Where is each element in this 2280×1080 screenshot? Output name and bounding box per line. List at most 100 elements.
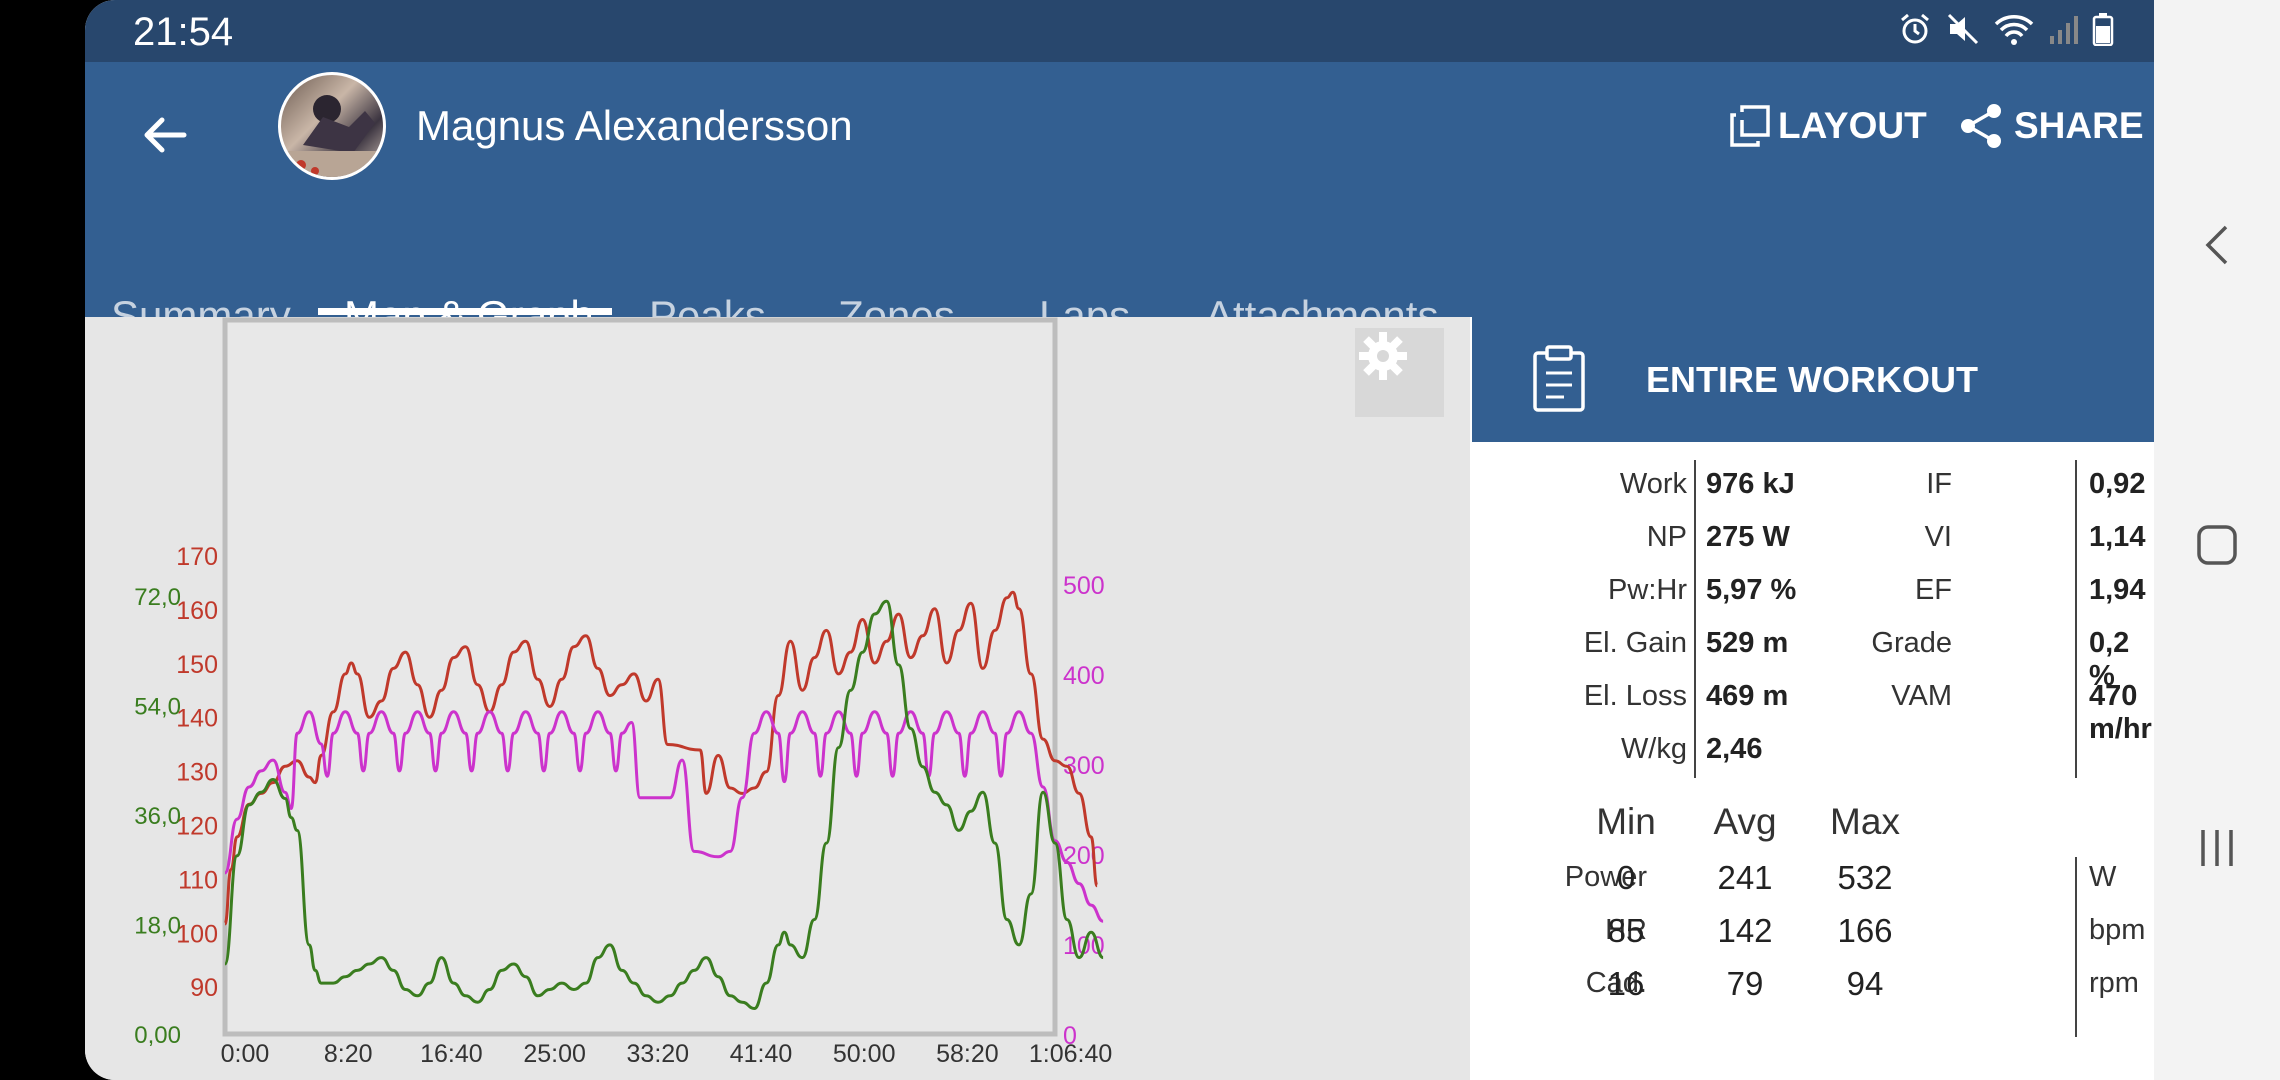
speed-tick-label: 18,0 (134, 913, 181, 940)
metric-unit: W (2089, 861, 2117, 893)
mute-icon (1947, 13, 1979, 45)
metric-max: 532 (1837, 859, 1893, 896)
wifi-icon (1994, 15, 2034, 45)
hr-tick-label: 140 (176, 705, 218, 733)
x-tick-label: 50:00 (833, 1040, 896, 1068)
layout-label: LAYOUT (1778, 105, 1927, 146)
recents-icon (2201, 830, 2233, 866)
metric-max: 94 (1846, 965, 1884, 1002)
series-line-power (223, 710, 1104, 923)
stat-label: W/kg (1620, 733, 1687, 765)
x-tick-label: 25:00 (523, 1040, 586, 1068)
stat-value: 275 W (1706, 521, 1790, 553)
stat-value: 0,2 % (2089, 627, 2130, 692)
x-tick-label: 33:20 (627, 1040, 690, 1068)
avatar[interactable] (278, 72, 386, 180)
metric-label: Cad. (1585, 967, 1647, 999)
active-tab-indicator (318, 308, 612, 315)
back-button[interactable] (130, 100, 200, 170)
graph-canvas: 0:00 8:20 16:40 25:00 33:20 41:40 50:00 58:20 1:… (134, 317, 1112, 1068)
x-tick-label: 1:06:40 (1029, 1040, 1112, 1068)
app-bar: Magnus Alexandersson LAYOUT SHARE Summar… (85, 62, 2154, 339)
plot-area (222, 317, 1058, 1037)
stat-value: 1,14 (2089, 521, 2146, 553)
stat-label: Pw:Hr (1608, 574, 1687, 606)
stat-label: VI (1924, 521, 1952, 553)
status-bar: 21:54 (85, 0, 2154, 62)
stat-value: 976 kJ (1706, 468, 1795, 500)
clipboard-icon (1533, 345, 1585, 412)
x-tick-label: 16:40 (420, 1040, 483, 1068)
stats-divider (1694, 460, 1696, 778)
graph-settings-button[interactable] (1355, 328, 1444, 417)
speed-tick-label: 54,0 (134, 694, 181, 721)
alarm-icon (1901, 13, 1929, 44)
gear-icon (1359, 332, 1407, 380)
app-window: 21:54 Magnus Alexandersson LAYOUT SHARE … (85, 0, 2154, 1080)
hr-tick-label: 150 (176, 651, 218, 679)
chevron-left-icon (2205, 225, 2228, 265)
metric-avg: 142 (1717, 912, 1773, 949)
avatar-photo-icon (281, 95, 383, 177)
stat-value: 469 m (1706, 680, 1789, 712)
hr-tick-label: 130 (176, 759, 218, 787)
stat-value: 2,46 (1706, 733, 1763, 765)
system-recents-button[interactable] (2187, 818, 2247, 878)
system-back-button[interactable] (2187, 215, 2247, 275)
col-header-min: Min (1596, 801, 1656, 842)
stat-value: 529 m (1706, 627, 1789, 659)
battery-icon (2092, 13, 2114, 46)
metric-label: HR (1605, 914, 1647, 946)
stats-panel: ENTIRE WORKOUT Work 976 kJ NP 275 W Pw:H… (1472, 317, 2154, 1080)
stat-value: 0,92 (2089, 468, 2146, 500)
metric-min: 0 (1616, 859, 1636, 896)
stat-label: Work (1619, 468, 1687, 500)
metric-min: 85 (1607, 912, 1645, 949)
share-button[interactable]: SHARE (1958, 100, 2144, 152)
table-divider (2075, 857, 2077, 1037)
series-line-speed (223, 599, 1104, 1010)
workout-graph[interactable]: 0:00 8:20 16:40 25:00 33:20 41:40 50:00 58:20 1:… (85, 317, 1470, 1080)
metric-unit: bpm (2089, 914, 2146, 946)
signal-icon (2050, 16, 2078, 44)
stats-title: ENTIRE WORKOUT (1646, 359, 1978, 400)
stats-header: ENTIRE WORKOUT (1472, 317, 2154, 442)
arrow-left-icon (144, 117, 187, 153)
col-header-avg: Avg (1713, 801, 1777, 842)
stat-value: 1,94 (2089, 574, 2146, 606)
col-header-max: Max (1830, 801, 1900, 842)
home-square-icon (2197, 525, 2237, 565)
hr-tick-label: 90 (190, 974, 218, 1002)
power-tick-label: 300 (1063, 752, 1105, 780)
user-name: Magnus Alexandersson (416, 102, 853, 149)
x-tick-label: 41:40 (730, 1040, 793, 1068)
speed-tick-label: 0,00 (134, 1022, 181, 1049)
stat-label: NP (1646, 521, 1687, 553)
status-icons (1898, 12, 2114, 46)
stat-label: El. Loss (1583, 680, 1687, 712)
power-tick-label: 400 (1063, 662, 1105, 690)
speed-tick-label: 72,0 (134, 584, 181, 611)
series-line-hr (223, 590, 1099, 926)
share-icon (1961, 104, 2001, 148)
metric-label: Power (1564, 861, 1647, 893)
layout-button[interactable]: LAYOUT (1728, 100, 1927, 152)
x-tick-label: 8:20 (324, 1040, 373, 1068)
power-tick-label: 500 (1063, 572, 1105, 600)
stat-value: 470 m/hr (2089, 680, 2152, 745)
system-home-button[interactable] (2187, 515, 2247, 575)
stat-label: EF (1914, 574, 1952, 606)
metric-avg: 241 (1717, 859, 1773, 896)
hr-tick-label: 100 (176, 920, 218, 948)
metric-unit: rpm (2089, 967, 2139, 999)
stat-label: Grade (1871, 627, 1952, 659)
status-time: 21:54 (133, 10, 234, 54)
hr-tick-label: 110 (178, 866, 218, 894)
power-tick-label: 0 (1063, 1022, 1077, 1050)
speed-tick-label: 36,0 (134, 803, 181, 830)
x-tick-label: 58:20 (936, 1040, 999, 1068)
stat-label: VAM (1891, 680, 1952, 712)
hr-tick-label: 170 (176, 543, 218, 571)
metric-avg: 79 (1726, 965, 1764, 1002)
hr-tick-label: 160 (176, 597, 218, 625)
